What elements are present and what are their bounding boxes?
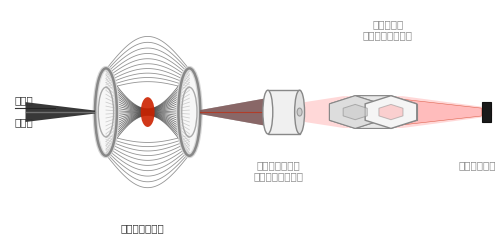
Ellipse shape	[180, 69, 200, 155]
Polygon shape	[330, 96, 391, 104]
Polygon shape	[355, 120, 417, 128]
Polygon shape	[200, 98, 267, 126]
Ellipse shape	[294, 90, 304, 134]
Ellipse shape	[263, 90, 273, 134]
Polygon shape	[343, 104, 367, 120]
Polygon shape	[365, 96, 417, 128]
Polygon shape	[200, 98, 267, 126]
Ellipse shape	[297, 108, 302, 116]
Polygon shape	[330, 96, 381, 128]
Bar	[482, 102, 491, 122]
Ellipse shape	[140, 97, 154, 127]
Polygon shape	[393, 98, 482, 126]
Ellipse shape	[96, 69, 116, 155]
Text: マイクロ波磁気
モーメント反転器: マイクロ波磁気 モーメント反転器	[254, 160, 304, 181]
Polygon shape	[355, 96, 417, 104]
Polygon shape	[26, 102, 95, 122]
Polygon shape	[379, 104, 403, 120]
Text: 六重極磁気
モーメント選別器: 六重極磁気 モーメント選別器	[363, 19, 413, 40]
Polygon shape	[330, 104, 365, 120]
Text: 反水素検出器: 反水素検出器	[458, 160, 496, 170]
Text: 反陽子: 反陽子	[14, 95, 34, 105]
Polygon shape	[330, 120, 391, 128]
Polygon shape	[381, 104, 417, 120]
Text: カスプトラップ: カスプトラップ	[121, 223, 164, 233]
Text: 陽電子: 陽電子	[14, 117, 34, 127]
Polygon shape	[304, 96, 492, 128]
Bar	[268, 90, 300, 134]
